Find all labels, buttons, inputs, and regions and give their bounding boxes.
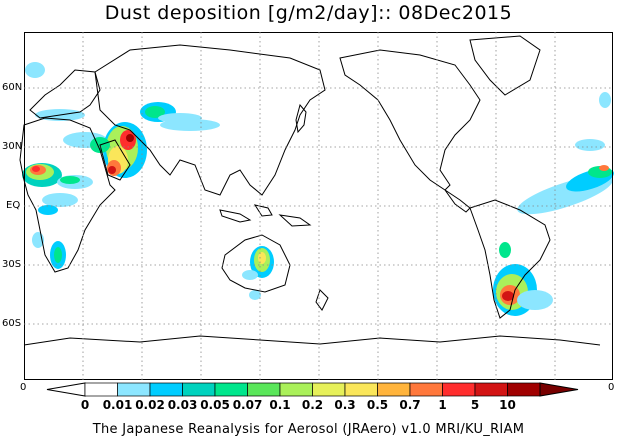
colorbar-box — [442, 382, 476, 397]
colorbar-tick-label: 0.1 — [269, 398, 291, 412]
colorbar-tick-label: 0.03 — [167, 398, 198, 412]
dust-plume-atlantic — [25, 62, 614, 215]
colorbar-box — [149, 382, 183, 397]
map-title: Dust deposition [g/m2/day]:: 08Dec2015 — [104, 2, 513, 24]
colorbar-tick-label: 0.01 — [102, 398, 133, 412]
colorbar-tick-label: 0.05 — [200, 398, 230, 412]
graticule — [24, 32, 612, 380]
dust-plume-middle-east — [90, 122, 147, 178]
colorbar-tick-label: 0.5 — [366, 398, 389, 412]
lat-label-60s: 60S — [2, 318, 22, 329]
colorbar-box — [344, 382, 378, 397]
colorbar-box — [474, 382, 508, 397]
lon-label-left: 0 — [20, 382, 27, 393]
dust-plume-sahara — [22, 163, 93, 189]
colorbar-box — [312, 382, 346, 397]
lon-label-right: 0 — [608, 382, 615, 393]
colorbar-tick-label: 0.7 — [399, 398, 421, 412]
colorbar-arrow-high — [539, 382, 579, 397]
colorbar-box — [117, 382, 151, 397]
colorbar-box — [247, 382, 281, 397]
coastlines — [19, 35, 601, 346]
colorbar-box — [409, 382, 443, 397]
lat-label-30n: 30N — [2, 141, 23, 152]
colorbar-tick-label: 1 — [438, 398, 447, 412]
colorbar-tick-label: 5 — [470, 398, 480, 412]
colorbar-tick-label: 10 — [499, 398, 516, 412]
colorbar-box — [182, 382, 216, 397]
colorbar-box — [507, 382, 541, 397]
lat-label-60n: 60N — [2, 82, 23, 93]
colorbar-box — [279, 382, 313, 397]
colorbar-tick-label: 0.3 — [334, 398, 356, 412]
colorbar-arrow-low — [46, 382, 86, 397]
colorbar-tick-label: 0 — [80, 398, 90, 412]
lat-label-30s: 30S — [2, 259, 22, 270]
colorbar-box — [377, 382, 411, 397]
colorbar-box — [214, 382, 248, 397]
colorbar — [46, 382, 579, 397]
footer-credit: The Japanese Reanalysis for Aerosol (JRA… — [92, 422, 525, 437]
lat-label-eq: EQ — [6, 200, 21, 211]
colorbar-tick-label: 0.2 — [301, 398, 324, 412]
colorbar-box — [84, 382, 118, 397]
colorbar-tick-label: 0.02 — [135, 398, 165, 412]
dust-plume-australia — [242, 246, 274, 300]
dust-plume-sahel — [38, 193, 78, 215]
dust-plume-southern-africa — [32, 232, 66, 269]
colorbar-tick-label: 0.07 — [232, 398, 263, 412]
dust-plume-central-asia — [140, 102, 202, 123]
